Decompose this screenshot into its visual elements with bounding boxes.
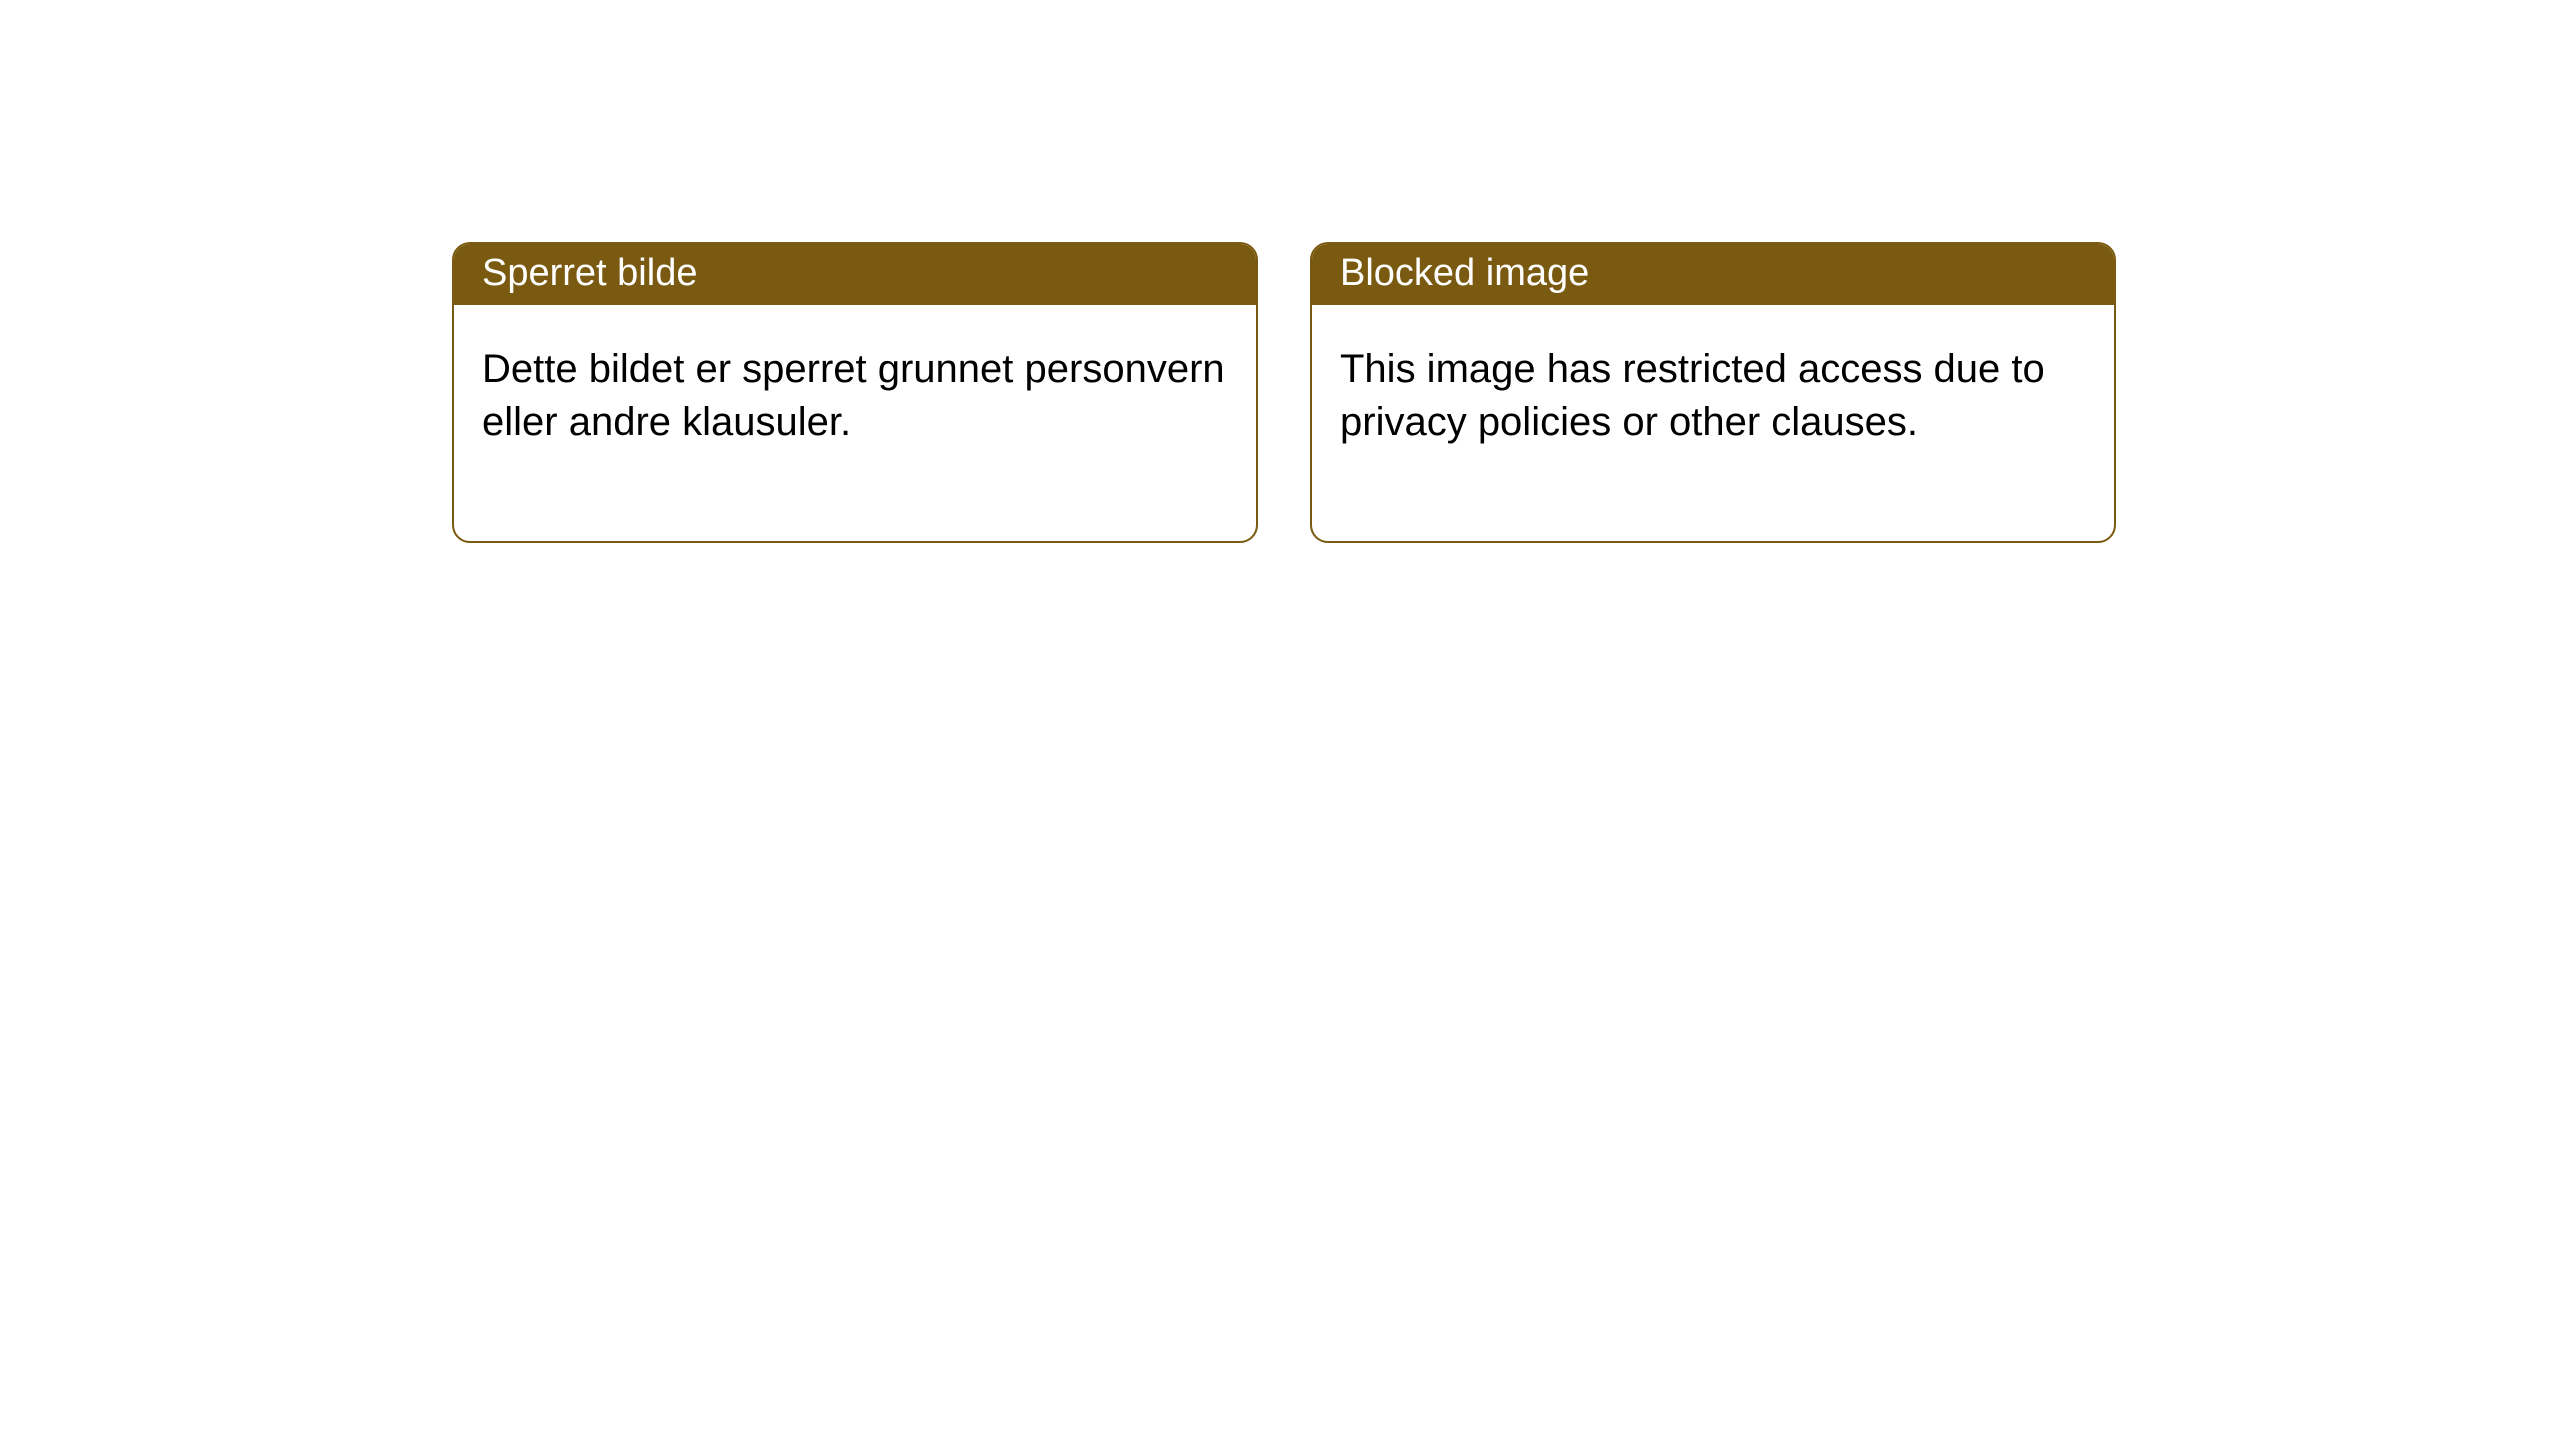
card-header-norwegian: Sperret bilde (454, 244, 1256, 305)
blocked-image-cards: Sperret bilde Dette bildet er sperret gr… (452, 242, 2116, 543)
card-body-norwegian: Dette bildet er sperret grunnet personve… (454, 305, 1256, 541)
blocked-image-card-english: Blocked image This image has restricted … (1310, 242, 2116, 543)
card-body-english: This image has restricted access due to … (1312, 305, 2114, 541)
card-header-english: Blocked image (1312, 244, 2114, 305)
blocked-image-card-norwegian: Sperret bilde Dette bildet er sperret gr… (452, 242, 1258, 543)
